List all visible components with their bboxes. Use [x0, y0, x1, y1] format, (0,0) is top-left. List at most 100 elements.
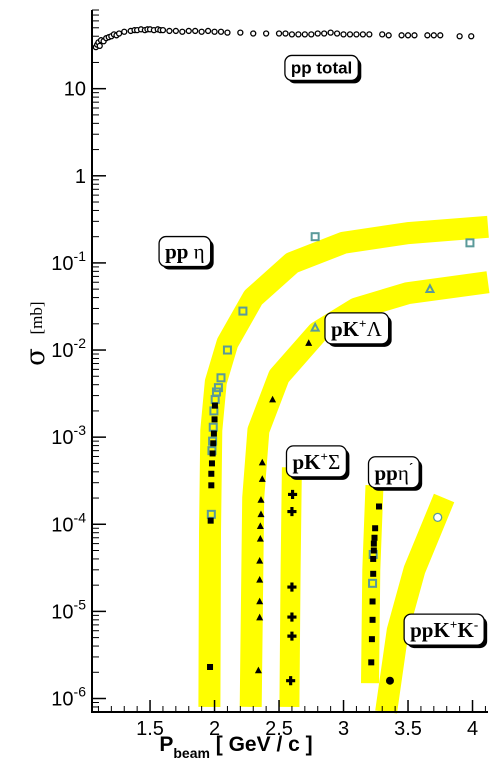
y-axis-unit: [mb]	[27, 301, 46, 334]
data-point	[256, 557, 264, 564]
y-tick-label: 10-3	[51, 422, 86, 449]
data-point	[287, 631, 297, 641]
data-point	[424, 32, 431, 39]
label-box	[403, 613, 485, 646]
data-point	[368, 578, 378, 588]
x-tick-label: 3	[338, 718, 349, 740]
band-4	[375, 493, 455, 714]
data-point	[237, 29, 244, 36]
data-point	[275, 30, 283, 37]
data-point	[424, 283, 436, 293]
x-axis-title: Pbeam [ GeV / c ]	[159, 733, 312, 761]
data-point	[209, 450, 216, 457]
band-3	[361, 484, 384, 684]
label-part: ´	[409, 460, 413, 475]
data-point	[430, 32, 437, 39]
band-1	[239, 271, 490, 708]
data-point	[368, 636, 375, 643]
label-text: pp total	[291, 58, 352, 77]
data-point	[208, 470, 215, 477]
data-point	[314, 30, 321, 37]
data-point	[433, 512, 443, 523]
data-point	[404, 32, 412, 39]
data-point	[256, 613, 264, 621]
label-text: ppK+ K-	[410, 617, 478, 642]
data-point	[96, 42, 103, 50]
x-axis-subscript: beam	[173, 745, 210, 761]
label-part: K	[457, 618, 474, 642]
bands-layer	[198, 215, 490, 714]
label-part: pp	[165, 240, 194, 264]
y-tick-label: 10-2	[51, 335, 86, 362]
data-point	[269, 395, 277, 403]
label-text: pp η	[165, 240, 205, 264]
data-point	[310, 232, 320, 242]
y-tick-label: 10	[64, 79, 86, 101]
y-tick-exponent: -1	[74, 248, 87, 264]
data-point	[359, 31, 367, 38]
data-point	[258, 458, 266, 466]
data-point	[376, 503, 383, 510]
data-point	[166, 27, 173, 35]
y-tick-base: 10	[51, 253, 73, 275]
data-point	[288, 31, 296, 38]
label-text: ppη´	[374, 460, 413, 485]
label-part: Λ	[367, 317, 383, 341]
y-tick-base: 1	[75, 166, 86, 188]
data-point	[333, 30, 341, 37]
data-point	[211, 28, 218, 35]
data-point	[262, 30, 270, 37]
data-point	[398, 32, 405, 39]
data-point	[286, 676, 296, 686]
y-tick-base: 10	[51, 689, 73, 711]
label-box	[285, 445, 348, 478]
data-point	[192, 27, 199, 35]
label-text: pK+ Σ	[292, 449, 340, 474]
y-tick-exponent: -5	[74, 596, 87, 612]
data-point	[256, 535, 264, 542]
data-point	[207, 517, 214, 524]
y-axis-title: σ [mb]	[21, 301, 51, 365]
y-tick-exponent: -3	[74, 422, 87, 438]
marks-layer	[92, 26, 475, 686]
data-point	[370, 555, 377, 562]
data-point	[370, 540, 377, 547]
data-point	[288, 489, 298, 499]
x-tick-label: 2	[209, 718, 220, 740]
data-point	[207, 663, 214, 670]
y-tick-label: 10-6	[51, 684, 86, 711]
data-point	[208, 482, 215, 489]
y-tick-exponent: -6	[74, 684, 87, 700]
data-point	[468, 33, 475, 40]
data-point	[254, 666, 262, 674]
data-point	[256, 576, 264, 583]
y-tick-base: 10	[51, 514, 73, 536]
data-point	[208, 460, 215, 467]
label-pk-sigma: pK+ Σ	[285, 445, 350, 480]
data-point	[308, 31, 315, 38]
label-box	[324, 312, 390, 345]
data-point	[250, 30, 257, 37]
data-point	[287, 582, 297, 592]
x-tick-label: 1.5	[136, 718, 164, 740]
data-point	[287, 506, 297, 517]
data-point	[456, 33, 463, 40]
label-part: +	[450, 617, 457, 632]
data-point	[257, 496, 265, 503]
data-point	[121, 28, 128, 35]
data-point	[257, 510, 265, 518]
label-part: +	[320, 449, 327, 464]
y-axis-symbol: σ	[21, 348, 51, 366]
data-point	[295, 31, 302, 38]
y-tick-exponent: -4	[74, 509, 87, 525]
band-0	[198, 215, 489, 707]
data-point	[346, 31, 354, 38]
data-point	[282, 30, 289, 37]
data-point	[301, 31, 308, 38]
x-axis-symbol: P	[159, 733, 173, 756]
x-tick-label: 4	[467, 718, 478, 740]
data-point	[309, 321, 321, 332]
label-ppkk: ppK+ K-	[403, 613, 488, 649]
band-2	[279, 467, 302, 707]
